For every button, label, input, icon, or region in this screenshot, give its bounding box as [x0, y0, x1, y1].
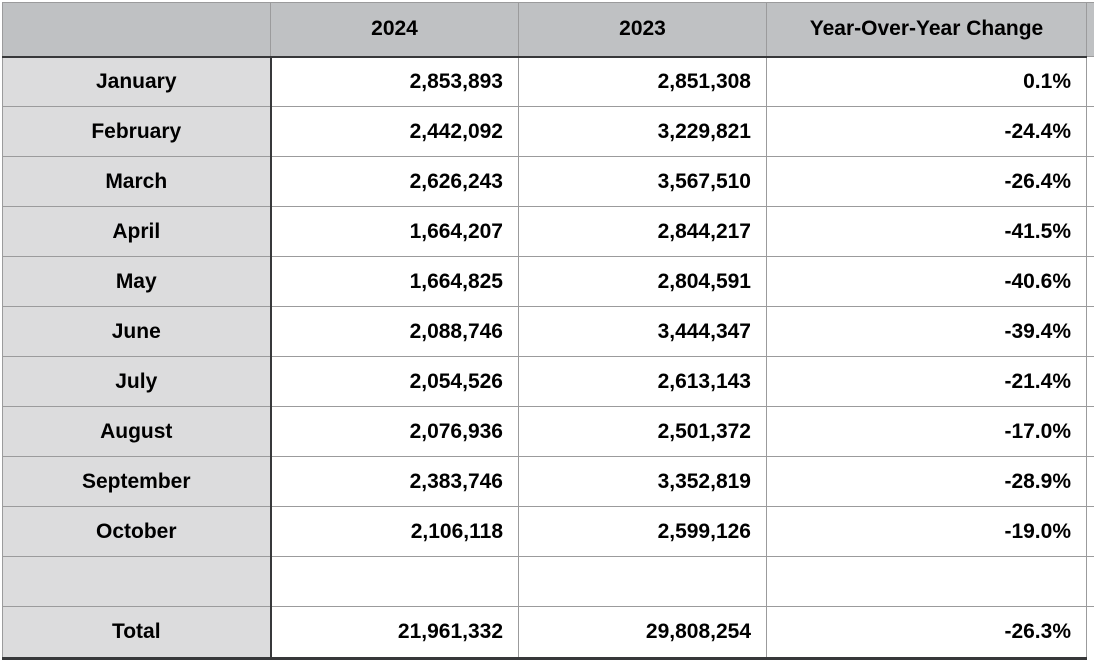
month-label-cell: July — [2, 356, 272, 407]
value-2023-cell: 3,444,347 — [518, 306, 767, 357]
value-2024-cell: 1,664,825 — [270, 256, 519, 307]
table-row: October 2,106,118 2,599,126 -19.0% — [2, 506, 1094, 557]
next-column-spill-cell — [1086, 556, 1094, 607]
value-2023-cell: 2,501,372 — [518, 406, 767, 457]
value-2023-cell: 3,352,819 — [518, 456, 767, 507]
table-row: July 2,054,526 2,613,143 -21.4% — [2, 356, 1094, 407]
value-2024-cell: 2,076,936 — [270, 406, 519, 457]
value-2024-cell: 2,106,118 — [270, 506, 519, 557]
table-row: March 2,626,243 3,567,510 -26.4% — [2, 156, 1094, 207]
yoy-change-cell — [766, 556, 1087, 607]
table-row: June 2,088,746 3,444,347 -39.4% — [2, 306, 1094, 357]
yoy-change-cell: -28.9% — [766, 456, 1087, 507]
yoy-change-cell: -40.6% — [766, 256, 1087, 307]
yoy-change-cell: -21.4% — [766, 356, 1087, 407]
value-2023-cell: 29,808,254 — [518, 606, 767, 660]
yoy-change-cell: -24.4% — [766, 106, 1087, 157]
value-2024-cell: 2,383,746 — [270, 456, 519, 507]
column-header-2023: 2023 — [518, 2, 767, 58]
value-2024-cell: 1,664,207 — [270, 206, 519, 257]
value-2023-cell: 2,844,217 — [518, 206, 767, 257]
table-row: August 2,076,936 2,501,372 -17.0% — [2, 406, 1094, 457]
month-label-cell: Total — [2, 606, 272, 660]
corner-header-cell — [2, 2, 271, 58]
table-row: February 2,442,092 3,229,821 -24.4% — [2, 106, 1094, 157]
month-label-cell: May — [2, 256, 272, 307]
value-2024-cell — [270, 556, 519, 607]
month-label-cell: April — [2, 206, 272, 257]
next-column-spill-cell — [1086, 256, 1094, 307]
yoy-change-cell: 0.1% — [766, 56, 1087, 107]
yoy-change-cell: -19.0% — [766, 506, 1087, 557]
value-2023-cell — [518, 556, 767, 607]
next-column-spill-cell — [1086, 156, 1094, 207]
next-column-spill-cell — [1086, 356, 1094, 407]
table-row: January 2,853,893 2,851,308 0.1% — [2, 56, 1094, 107]
next-column-spill-cell — [1086, 306, 1094, 357]
table-row: September 2,383,746 3,352,819 -28.9% — [2, 456, 1094, 507]
next-column-spill-cell — [1086, 106, 1094, 157]
next-column-spill-header — [1086, 2, 1094, 57]
value-2023-cell: 2,599,126 — [518, 506, 767, 557]
yoy-change-cell: -26.3% — [766, 606, 1087, 660]
month-label-cell: January — [2, 56, 272, 107]
yoy-change-cell: -17.0% — [766, 406, 1087, 457]
table-row: Total 21,961,332 29,808,254 -26.3% — [2, 606, 1094, 660]
next-column-spill-cell — [1086, 506, 1094, 557]
month-label-cell: August — [2, 406, 272, 457]
value-2023-cell: 2,613,143 — [518, 356, 767, 407]
header-row: 2024 2023 Year-Over-Year Change — [2, 2, 1094, 58]
yoy-change-cell: -39.4% — [766, 306, 1087, 357]
next-column-spill-cell — [1086, 456, 1094, 507]
next-column-spill-cell — [1086, 206, 1094, 257]
month-label-cell: June — [2, 306, 272, 357]
yoy-change-cell: -41.5% — [766, 206, 1087, 257]
value-2023-cell: 3,229,821 — [518, 106, 767, 157]
next-column-spill-cell — [1086, 56, 1094, 107]
column-header-yoy-change: Year-Over-Year Change — [766, 2, 1087, 58]
value-2024-cell: 2,088,746 — [270, 306, 519, 357]
month-label-cell: February — [2, 106, 272, 157]
value-2024-cell: 2,054,526 — [270, 356, 519, 407]
column-header-2024: 2024 — [270, 2, 519, 58]
next-column-spill-cell — [1086, 606, 1094, 659]
month-label-cell: October — [2, 506, 272, 557]
table-row: May 1,664,825 2,804,591 -40.6% — [2, 256, 1094, 307]
table-row: April 1,664,207 2,844,217 -41.5% — [2, 206, 1094, 257]
value-2023-cell: 2,851,308 — [518, 56, 767, 107]
yoy-change-cell: -26.4% — [766, 156, 1087, 207]
next-column-spill-cell — [1086, 406, 1094, 457]
month-label-cell — [2, 556, 272, 607]
value-2023-cell: 3,567,510 — [518, 156, 767, 207]
value-2023-cell: 2,804,591 — [518, 256, 767, 307]
table-row — [2, 556, 1094, 607]
month-label-cell: September — [2, 456, 272, 507]
value-2024-cell: 2,442,092 — [270, 106, 519, 157]
value-2024-cell: 2,626,243 — [270, 156, 519, 207]
value-2024-cell: 21,961,332 — [270, 606, 519, 660]
month-label-cell: March — [2, 156, 272, 207]
value-2024-cell: 2,853,893 — [270, 56, 519, 107]
table-body: January 2,853,893 2,851,308 0.1% Februar… — [2, 56, 1094, 660]
